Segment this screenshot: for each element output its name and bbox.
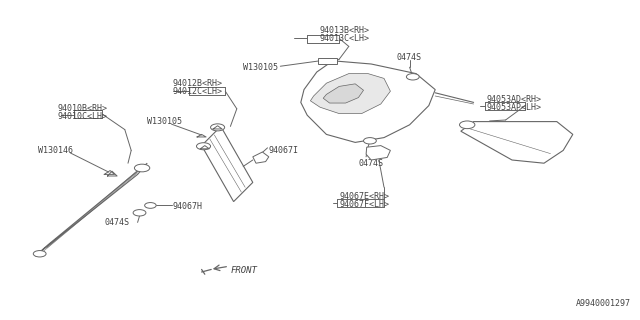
Text: 94010C<LH>: 94010C<LH> — [58, 112, 108, 121]
Text: 0474S: 0474S — [358, 159, 383, 168]
Polygon shape — [253, 152, 269, 163]
Text: 94067I: 94067I — [269, 146, 299, 155]
Text: 94067E<RH>: 94067E<RH> — [339, 192, 389, 201]
Text: 94012B<RH>: 94012B<RH> — [173, 79, 223, 88]
Bar — [318, 58, 337, 64]
Polygon shape — [35, 163, 147, 256]
Text: A9940001297: A9940001297 — [575, 299, 630, 308]
Text: 94053AP<LH>: 94053AP<LH> — [486, 103, 541, 112]
Circle shape — [33, 251, 46, 257]
Polygon shape — [366, 146, 390, 160]
Text: 94053AD<RH>: 94053AD<RH> — [486, 95, 541, 104]
Polygon shape — [461, 122, 573, 163]
Polygon shape — [323, 84, 364, 103]
Text: 0474S: 0474S — [397, 53, 422, 62]
Text: 94067H: 94067H — [173, 202, 203, 211]
Circle shape — [460, 121, 475, 129]
Text: W130105: W130105 — [147, 117, 182, 126]
Text: W130146: W130146 — [38, 146, 74, 155]
Text: 94013B<RH>: 94013B<RH> — [320, 26, 370, 35]
Polygon shape — [202, 126, 253, 202]
Circle shape — [134, 164, 150, 172]
Text: 94010B<RH>: 94010B<RH> — [58, 104, 108, 113]
Text: 94067F<LH>: 94067F<LH> — [339, 200, 389, 209]
Text: W130105: W130105 — [243, 63, 278, 72]
Text: 94012C<LH>: 94012C<LH> — [173, 87, 223, 96]
Text: FRONT: FRONT — [230, 266, 257, 275]
Circle shape — [196, 143, 211, 150]
Circle shape — [145, 203, 156, 208]
Circle shape — [133, 210, 146, 216]
Circle shape — [406, 74, 419, 80]
Circle shape — [211, 124, 225, 131]
Circle shape — [364, 138, 376, 144]
Text: 0474S: 0474S — [104, 218, 130, 227]
Polygon shape — [301, 61, 435, 142]
Text: 94013C<LH>: 94013C<LH> — [320, 34, 370, 43]
Polygon shape — [310, 74, 390, 114]
